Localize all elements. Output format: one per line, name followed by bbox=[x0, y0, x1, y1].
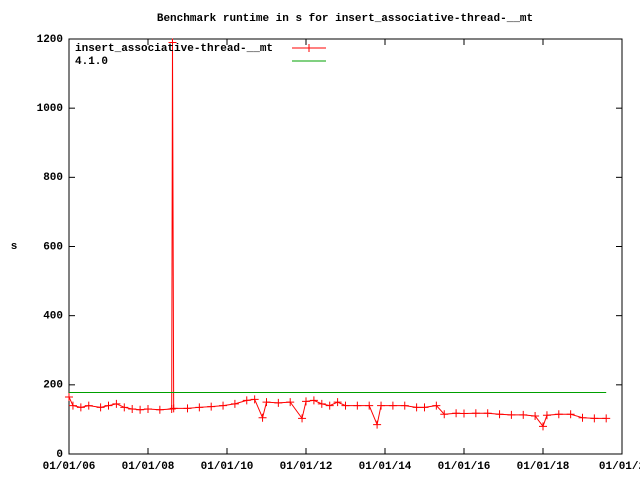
point-marker bbox=[507, 410, 516, 419]
point-marker bbox=[250, 395, 259, 404]
legend-marker bbox=[305, 44, 313, 52]
y-axis-label: s bbox=[11, 241, 18, 253]
plot-frame bbox=[68, 38, 623, 455]
legend-label: 4.1.0 bbox=[75, 56, 108, 68]
point-marker bbox=[195, 403, 204, 412]
point-marker bbox=[96, 403, 105, 412]
point-marker bbox=[590, 414, 599, 423]
point-marker bbox=[341, 401, 350, 410]
point-marker bbox=[365, 401, 374, 410]
series-line bbox=[68, 42, 607, 428]
point-marker bbox=[373, 420, 382, 429]
point-marker bbox=[566, 410, 575, 419]
x-tick-label: 01/01/08 bbox=[122, 461, 175, 473]
point-marker bbox=[471, 409, 480, 418]
point-marker bbox=[207, 402, 216, 411]
point-marker bbox=[578, 413, 587, 422]
point-marker bbox=[169, 404, 178, 413]
point-marker bbox=[183, 404, 192, 413]
point-marker bbox=[68, 401, 77, 410]
point-marker bbox=[495, 410, 504, 419]
point-marker bbox=[155, 405, 164, 414]
point-marker bbox=[325, 401, 334, 410]
y-tick-label: 800 bbox=[43, 172, 63, 184]
point-marker bbox=[333, 398, 342, 407]
y-tick-label: 1200 bbox=[37, 34, 63, 46]
x-tick-label: 01/01/2 bbox=[599, 461, 640, 473]
y-tick-label: 400 bbox=[43, 311, 63, 323]
point-marker bbox=[258, 413, 267, 422]
point-marker bbox=[309, 396, 318, 405]
point-marker bbox=[542, 411, 551, 420]
y-tick-label: 600 bbox=[43, 241, 63, 253]
point-marker bbox=[377, 401, 386, 410]
point-marker bbox=[412, 403, 421, 412]
point-marker bbox=[104, 401, 113, 410]
chart-title: Benchmark runtime in s for insert_associ… bbox=[157, 13, 533, 25]
point-marker bbox=[112, 399, 121, 408]
x-tick-label: 01/01/12 bbox=[280, 461, 333, 473]
point-marker bbox=[65, 392, 73, 401]
y-tick-label: 1000 bbox=[37, 103, 63, 115]
point-marker bbox=[317, 399, 326, 408]
point-marker bbox=[168, 38, 177, 47]
point-marker bbox=[120, 403, 129, 412]
point-marker bbox=[136, 405, 145, 414]
y-tick-label: 0 bbox=[56, 449, 63, 461]
point-marker bbox=[539, 422, 547, 431]
point-marker bbox=[274, 398, 283, 407]
point-marker bbox=[432, 401, 441, 410]
point-marker bbox=[298, 414, 307, 423]
point-marker bbox=[302, 397, 310, 406]
x-tick-label: 01/01/10 bbox=[201, 461, 254, 473]
point-marker bbox=[219, 401, 228, 410]
x-tick-label: 01/01/18 bbox=[517, 461, 570, 473]
x-tick-label: 01/01/16 bbox=[438, 461, 491, 473]
point-marker bbox=[353, 401, 362, 410]
point-marker bbox=[84, 401, 93, 410]
x-tick-label: 01/01/06 bbox=[43, 461, 96, 473]
point-marker bbox=[388, 401, 397, 410]
point-marker bbox=[483, 409, 492, 418]
x-tick-label: 01/01/14 bbox=[359, 461, 412, 473]
point-marker bbox=[531, 411, 540, 420]
point-marker bbox=[128, 405, 137, 414]
point-marker bbox=[440, 410, 449, 419]
point-marker bbox=[242, 396, 251, 405]
point-marker bbox=[400, 401, 409, 410]
point-marker bbox=[262, 398, 271, 407]
point-marker bbox=[76, 403, 85, 412]
point-marker bbox=[554, 410, 563, 419]
point-marker bbox=[167, 405, 176, 414]
point-marker bbox=[286, 398, 295, 407]
legend-label: insert_associative-thread-__mt bbox=[75, 43, 273, 55]
point-marker bbox=[460, 409, 468, 418]
point-marker bbox=[602, 414, 611, 423]
point-marker bbox=[230, 399, 239, 408]
point-marker bbox=[144, 405, 152, 414]
y-tick-label: 200 bbox=[43, 380, 63, 392]
point-marker bbox=[420, 403, 429, 412]
point-marker bbox=[452, 409, 461, 418]
point-marker bbox=[519, 410, 528, 419]
